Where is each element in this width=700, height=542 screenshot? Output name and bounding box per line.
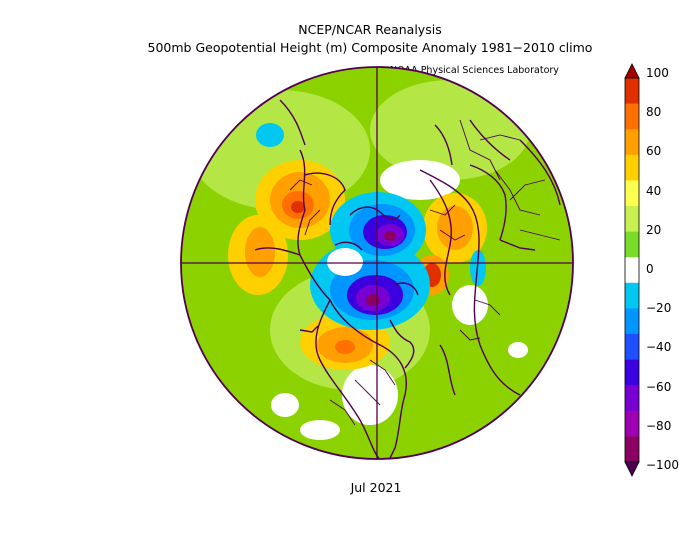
colorbar-tick-label: −40 bbox=[646, 340, 672, 355]
positive-anomaly bbox=[335, 340, 355, 354]
colorbar-cell bbox=[625, 257, 639, 284]
field-patch bbox=[327, 248, 363, 276]
colorbar-cell bbox=[625, 359, 639, 386]
field-patch bbox=[370, 80, 530, 180]
colorbar-cell bbox=[625, 154, 639, 181]
field-patch bbox=[452, 285, 488, 325]
chart-title: NCEP/NCAR Reanalysis bbox=[298, 22, 442, 37]
colorbar-tick-label: 80 bbox=[646, 105, 662, 120]
field-patch bbox=[300, 420, 340, 440]
colorbar-cell bbox=[625, 231, 639, 258]
colorbar-cell bbox=[625, 206, 639, 232]
colorbar-top-arrow bbox=[624, 63, 640, 79]
borders bbox=[289, 119, 561, 426]
colorbar-cell bbox=[625, 78, 639, 104]
positive-anomaly bbox=[291, 201, 305, 213]
map-boundary bbox=[180, 66, 574, 460]
positive-anomaly bbox=[245, 227, 275, 277]
colorbar-tick-label: 20 bbox=[646, 222, 662, 237]
colorbar-tick-label: 60 bbox=[646, 144, 662, 159]
negative-anomaly bbox=[366, 294, 380, 306]
positive-anomaly bbox=[437, 206, 473, 250]
colorbar-bottom-arrow bbox=[624, 461, 640, 477]
negative-anomaly bbox=[256, 123, 284, 147]
negative-anomaly bbox=[384, 231, 396, 241]
colorbar-tick-label: 0 bbox=[646, 262, 654, 276]
field-patch bbox=[508, 342, 528, 358]
colorbar-tick-label: −100 bbox=[646, 458, 679, 472]
colorbar-tick-label: −80 bbox=[646, 418, 672, 433]
credit-label: NOAA Physical Sciences Laboratory bbox=[390, 65, 559, 76]
date-label: Jul 2021 bbox=[350, 480, 402, 495]
colorbar-cell bbox=[625, 410, 639, 437]
colorbar-tick-label: 40 bbox=[646, 183, 662, 198]
colorbar bbox=[624, 63, 640, 477]
colorbar-tick-label: −20 bbox=[646, 301, 672, 316]
field-patch bbox=[380, 160, 460, 200]
coastlines bbox=[254, 99, 561, 459]
colorbar-cell bbox=[625, 180, 639, 207]
colorbar-cell bbox=[625, 103, 639, 130]
field-patch bbox=[271, 393, 299, 417]
colorbar-cell bbox=[625, 308, 639, 335]
colorbar-cell bbox=[625, 129, 639, 156]
colorbar-tick-label: 100 bbox=[646, 66, 669, 80]
colorbar-cell bbox=[625, 334, 639, 360]
colorbar-cell bbox=[625, 436, 639, 463]
colorbar-cell bbox=[625, 385, 639, 412]
colorbar-cell bbox=[625, 282, 639, 309]
colorbar-tick-label: −60 bbox=[646, 379, 672, 394]
chart-subtitle: 500mb Geopotential Height (m) Composite … bbox=[147, 40, 593, 55]
